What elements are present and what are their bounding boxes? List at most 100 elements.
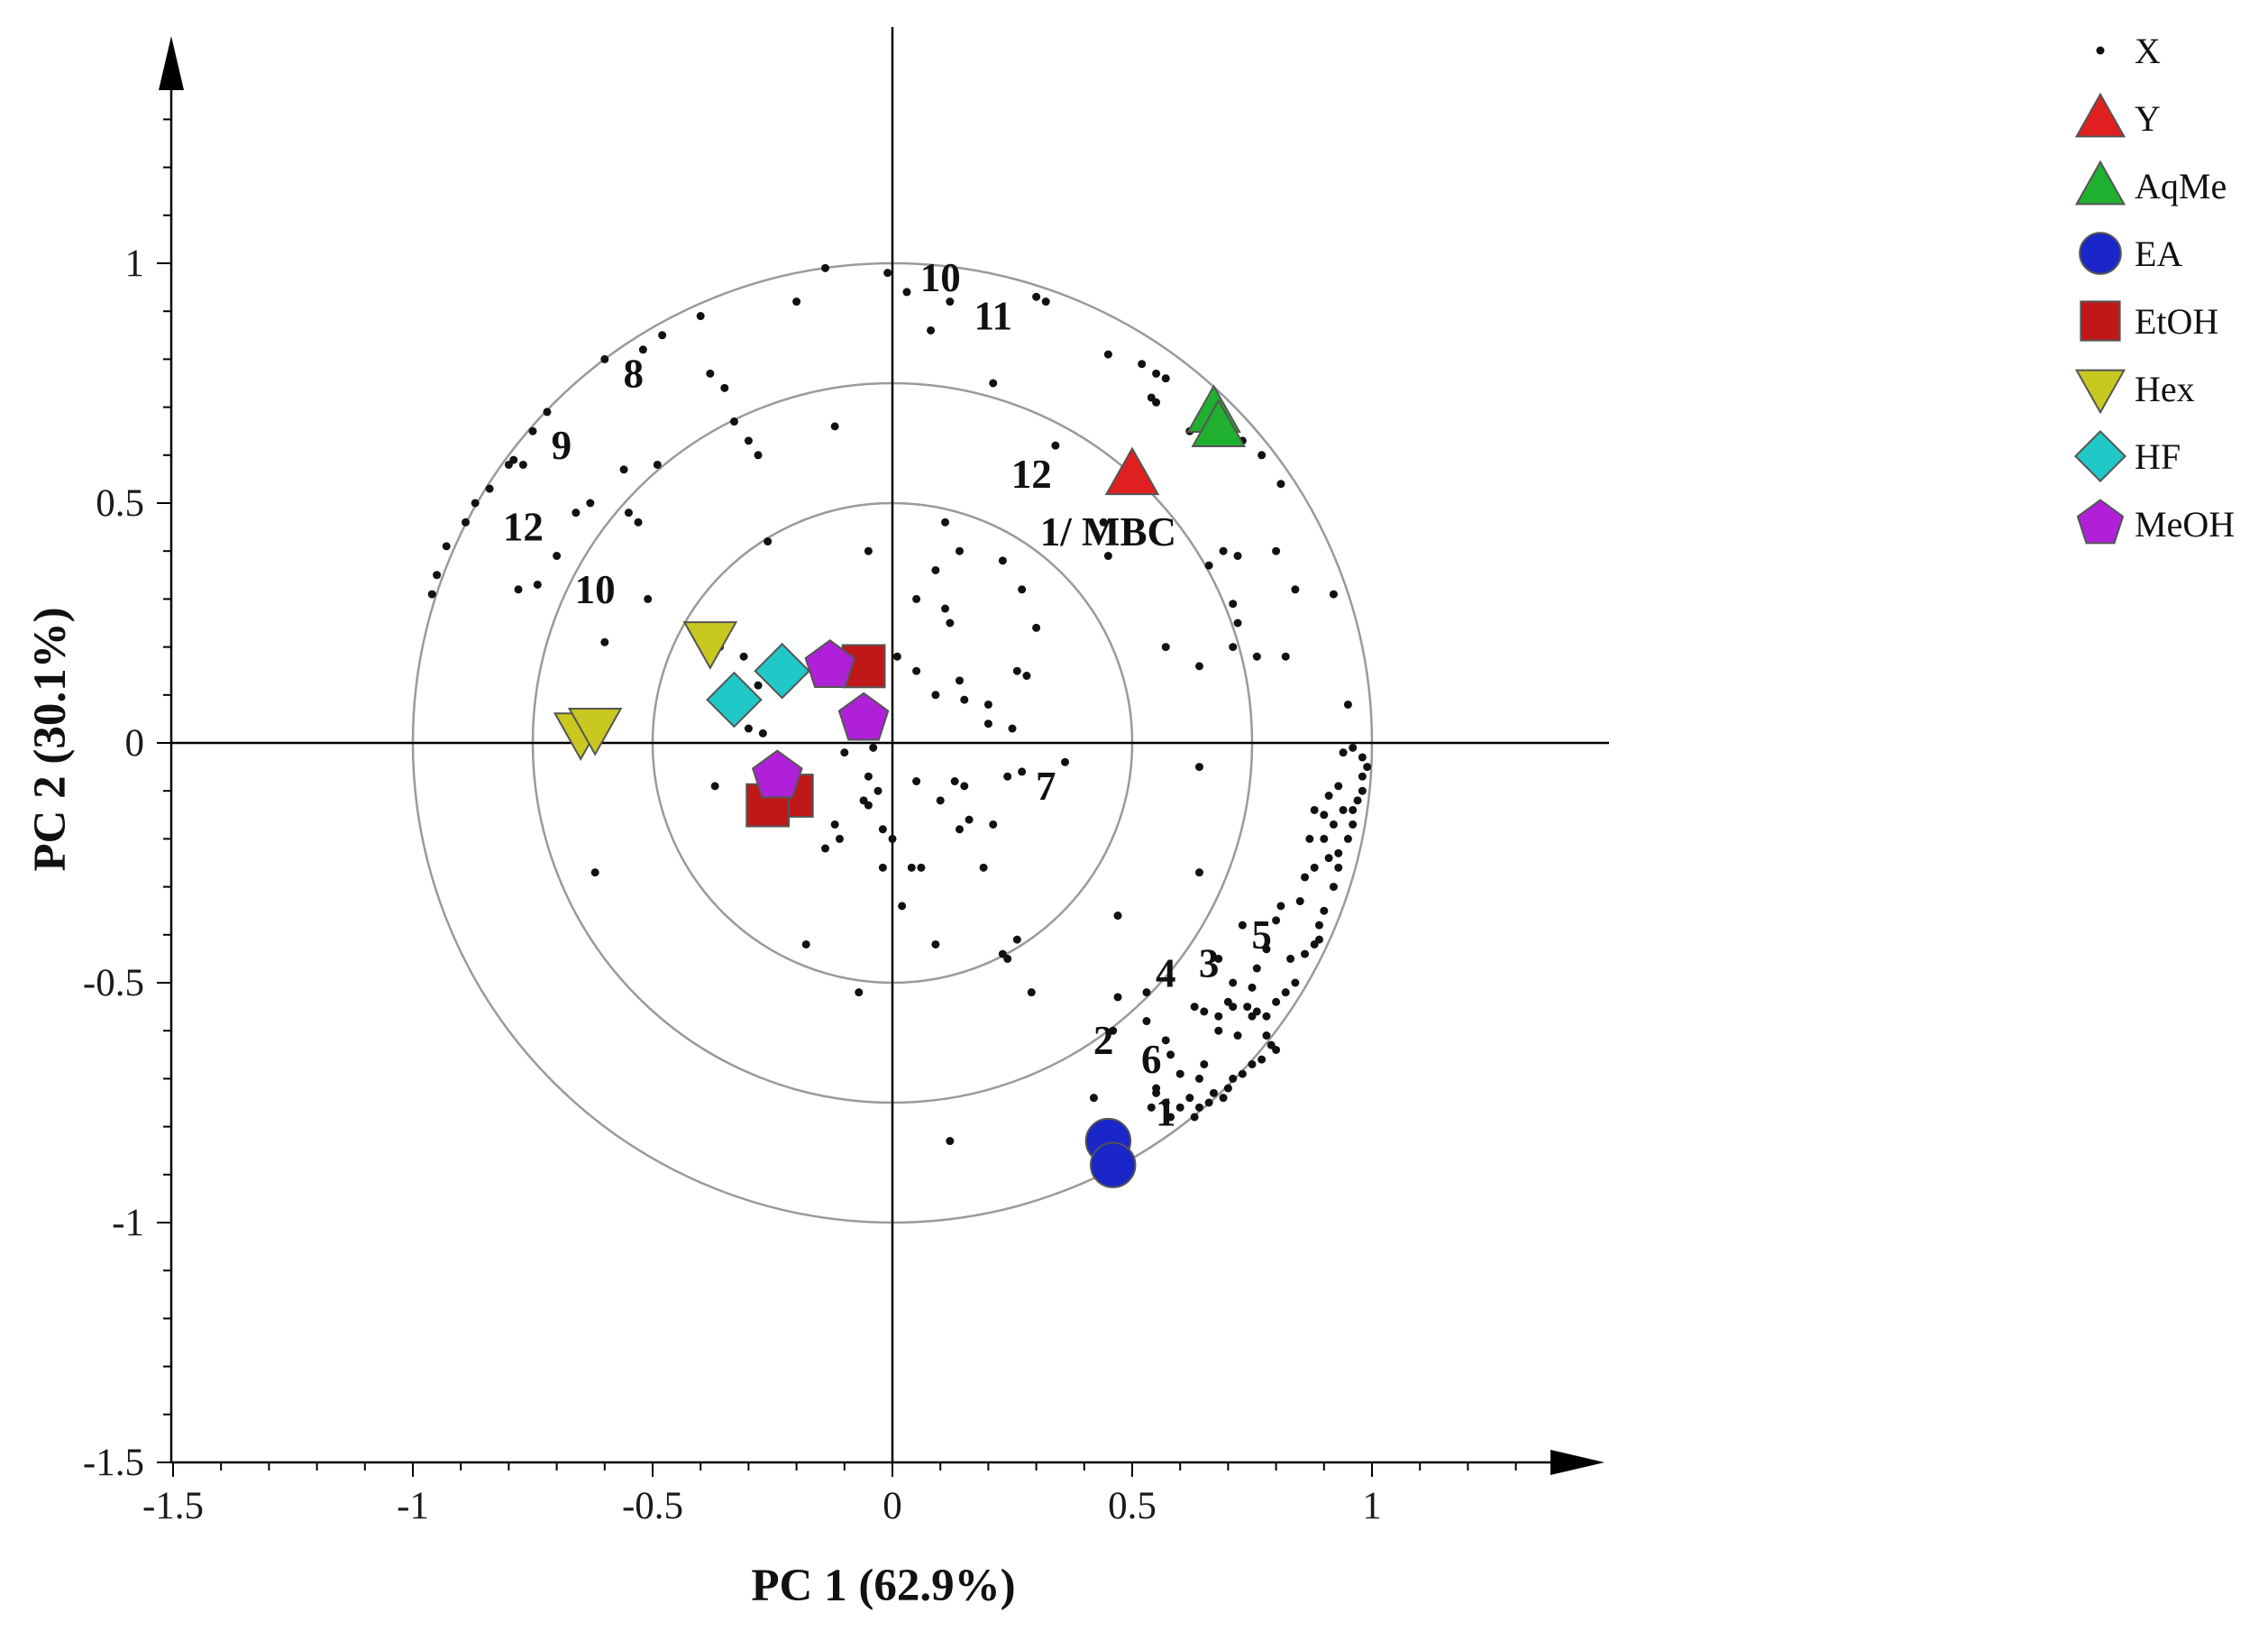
point-x bbox=[912, 666, 921, 675]
point-x bbox=[471, 499, 480, 508]
point-x bbox=[1214, 1012, 1223, 1021]
point-x bbox=[590, 868, 599, 877]
point-x bbox=[1320, 834, 1329, 843]
point-x bbox=[1147, 1103, 1156, 1112]
point-x bbox=[1257, 1055, 1267, 1064]
point-x bbox=[1166, 1113, 1175, 1122]
point-x bbox=[1051, 441, 1060, 450]
point-x bbox=[1233, 552, 1242, 561]
legend-marker-ea bbox=[2079, 232, 2122, 275]
point-x bbox=[744, 724, 753, 733]
point-x bbox=[1032, 292, 1041, 301]
point-x bbox=[720, 383, 729, 392]
point-x bbox=[553, 552, 562, 561]
annotation-label: 12 bbox=[503, 505, 544, 550]
point-x bbox=[1252, 964, 1261, 973]
point-x bbox=[1166, 1050, 1175, 1059]
legend-item-hex: Hex bbox=[2074, 369, 2195, 415]
point-x bbox=[1219, 546, 1228, 555]
point-x bbox=[955, 676, 964, 685]
point-x bbox=[586, 499, 595, 508]
legend-marker-y bbox=[2074, 92, 2126, 138]
legend-marker-hf bbox=[2073, 429, 2127, 483]
point-x bbox=[1003, 772, 1012, 781]
point-ea bbox=[1090, 1141, 1137, 1188]
point-x bbox=[1324, 792, 1333, 801]
point-x bbox=[1334, 863, 1343, 872]
point-x bbox=[878, 863, 887, 872]
x-axis-arrow bbox=[1550, 1450, 1605, 1475]
legend-marker-aqme bbox=[2074, 160, 2126, 206]
legend-label-etoh: EtOH bbox=[2135, 301, 2218, 342]
series-y bbox=[1104, 446, 1160, 496]
point-x bbox=[462, 518, 471, 527]
series-hex bbox=[553, 621, 738, 761]
annotation-label: 3 bbox=[1199, 941, 1220, 986]
point-x bbox=[1358, 753, 1367, 762]
annotation-label: 5 bbox=[1251, 912, 1272, 958]
point-x bbox=[983, 700, 992, 709]
point-x bbox=[427, 590, 436, 599]
point-x bbox=[821, 844, 830, 853]
point-x bbox=[946, 618, 955, 628]
point-x bbox=[1103, 552, 1112, 561]
y-tick-label: -1 bbox=[112, 1202, 144, 1244]
point-x bbox=[1229, 1074, 1238, 1083]
point-x bbox=[1349, 805, 1358, 814]
point-x bbox=[1113, 993, 1122, 1002]
point-x bbox=[1291, 585, 1300, 594]
point-x bbox=[1103, 350, 1112, 359]
legend-label-aqme: AqMe bbox=[2135, 166, 2227, 206]
point-x bbox=[485, 484, 494, 493]
point-x bbox=[1190, 1113, 1199, 1122]
point-x bbox=[1041, 298, 1050, 307]
point-x bbox=[965, 815, 974, 824]
y-tick-label: -1.5 bbox=[83, 1442, 144, 1484]
point-x bbox=[1229, 978, 1238, 987]
point-x bbox=[1320, 811, 1329, 820]
point-x bbox=[1027, 988, 1036, 997]
point-x bbox=[1248, 983, 1257, 992]
legend-label-hex: Hex bbox=[2135, 369, 2195, 409]
y-tick-label: 1 bbox=[125, 243, 145, 285]
point-x bbox=[1229, 643, 1238, 652]
annotation-label: 1 bbox=[1156, 1090, 1176, 1135]
x-axis-title: PC 1 (62.9%) bbox=[751, 1561, 1015, 1611]
x-tick-label: -1 bbox=[397, 1485, 429, 1527]
point-x bbox=[1281, 652, 1290, 661]
point-x bbox=[1200, 1007, 1209, 1016]
point-x bbox=[1324, 854, 1333, 863]
annotation-label: 10 bbox=[920, 255, 961, 300]
point-x bbox=[433, 571, 442, 580]
point-x bbox=[1194, 1074, 1203, 1083]
point-x bbox=[979, 863, 988, 872]
point-x bbox=[1209, 1088, 1218, 1097]
x-tick-label: -1.5 bbox=[142, 1485, 204, 1527]
point-x bbox=[1229, 600, 1238, 609]
point-x bbox=[1214, 1026, 1223, 1035]
point-x bbox=[1161, 1036, 1170, 1045]
point-x bbox=[1175, 1103, 1184, 1112]
x-tick-label: 1 bbox=[1362, 1485, 1382, 1527]
annotation-label: 6 bbox=[1141, 1037, 1162, 1082]
point-x bbox=[1301, 949, 1310, 958]
point-x bbox=[1320, 906, 1329, 915]
point-x bbox=[442, 542, 451, 551]
point-x bbox=[873, 786, 883, 795]
point-x bbox=[983, 719, 992, 728]
point-x bbox=[1272, 1045, 1281, 1054]
point-x bbox=[864, 772, 873, 781]
point-x bbox=[1233, 618, 1242, 628]
point-x bbox=[821, 263, 830, 272]
point-x bbox=[931, 691, 940, 700]
point-x bbox=[1109, 1026, 1118, 1035]
legend: XY AqMe EA EtOH Hex HF MeOH bbox=[2073, 31, 2235, 545]
point-x bbox=[1305, 834, 1314, 843]
point-x bbox=[1003, 954, 1012, 963]
point-x bbox=[600, 354, 609, 363]
point-x bbox=[931, 939, 940, 948]
point-x bbox=[710, 782, 719, 791]
point-x bbox=[801, 939, 810, 948]
point-x bbox=[912, 777, 921, 786]
